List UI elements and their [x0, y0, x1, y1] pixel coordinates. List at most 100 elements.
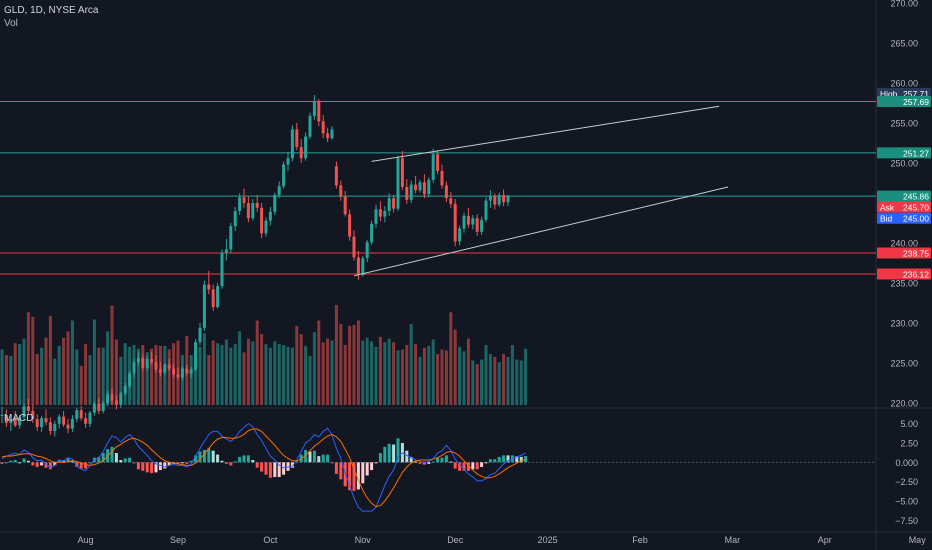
macd-histogram-bar	[462, 462, 466, 471]
candle-body	[114, 400, 118, 405]
volume-bar	[167, 349, 171, 405]
macd-histogram-bar	[101, 453, 105, 463]
price-tick-label: 220.00	[890, 399, 918, 409]
macd-histogram-bar	[264, 462, 268, 475]
macd-histogram-bar	[374, 462, 378, 464]
candle-body	[330, 129, 334, 139]
volume-bar	[405, 345, 409, 405]
price-badge-background	[877, 201, 931, 213]
price-badge-background	[877, 268, 931, 280]
candle-body	[75, 410, 79, 419]
volume-bar	[9, 355, 13, 405]
candle-body	[35, 419, 39, 427]
candle-body	[493, 195, 497, 205]
macd-tick-label: 5.00	[900, 419, 918, 429]
price-axis[interactable]: 270.00 265.00 260.00 255.00 250.00 240.00 235.…	[890, 0, 918, 409]
time-tick-label: Sep	[170, 535, 186, 545]
volume-bar	[387, 338, 391, 405]
candle-body	[224, 249, 228, 253]
volume-bar	[488, 354, 492, 405]
trendline[interactable]	[353, 186, 729, 277]
candle-body	[449, 198, 453, 204]
volume-bar	[268, 347, 272, 405]
horizontal-levels[interactable]	[0, 100, 876, 275]
candle-body	[273, 195, 277, 212]
candle-body	[334, 166, 338, 186]
candle-body	[189, 369, 193, 374]
volume-bar	[154, 345, 158, 405]
volume-bar	[242, 352, 246, 405]
volume-bar	[84, 344, 88, 405]
candle-body	[422, 182, 426, 195]
macd-axis[interactable]: 5.00 2.50 0.000 −2.50 −5.00 −7.50	[895, 419, 918, 526]
price-candles	[0, 95, 510, 437]
volume-bar	[414, 344, 418, 405]
macd-histogram-bar	[308, 451, 312, 463]
macd-histogram-bar	[409, 456, 413, 463]
volume-bar	[163, 345, 167, 405]
time-axis[interactable]: Aug Sep Oct Nov Dec 2025 Feb Mar Apr May	[78, 535, 927, 545]
macd-histogram-bar	[260, 462, 264, 472]
volume-bar	[524, 348, 528, 405]
macd-histogram-bar	[440, 457, 444, 463]
macd-histogram-bar	[497, 456, 501, 463]
trendlines[interactable]	[353, 105, 729, 277]
symbol-title[interactable]: GLD, 1D, NYSE Arca	[4, 5, 99, 16]
macd-histogram-bar	[154, 462, 158, 473]
candle-body	[378, 209, 382, 217]
candle-body	[383, 211, 387, 217]
time-tick-label: Feb	[632, 535, 648, 545]
macd-histogram-bar	[136, 462, 140, 470]
price-tick-label: 225.00	[890, 359, 918, 369]
time-tick-label: Apr	[818, 535, 832, 545]
candle-body	[62, 416, 66, 425]
volume-bar	[246, 338, 250, 405]
candle-body	[387, 198, 391, 211]
volume-bar	[202, 333, 206, 405]
candle-body	[150, 359, 154, 363]
candle-body	[471, 218, 475, 225]
price-badge-background	[877, 95, 931, 107]
price-badge-value: 238.75	[903, 249, 929, 259]
volume-bar	[334, 305, 338, 405]
candle-body	[211, 289, 215, 307]
candle-body	[396, 158, 400, 209]
macd-histogram-bar	[97, 456, 101, 463]
candle-body	[194, 342, 198, 370]
price-badge: 257.69	[877, 95, 931, 107]
macd-label[interactable]: MACD	[4, 413, 34, 424]
price-badge-value: 257.69	[903, 97, 929, 107]
volume-bar	[26, 312, 30, 405]
candle-body	[172, 368, 176, 375]
macd-histogram-bar	[189, 460, 193, 463]
candle-body	[255, 203, 259, 208]
volume-bar	[18, 344, 22, 405]
macd-line	[1, 422, 526, 512]
volume-bar	[114, 339, 118, 405]
macd-histogram-bar	[304, 449, 308, 463]
trendline[interactable]	[371, 105, 720, 162]
macd-histogram-bar	[436, 457, 440, 463]
candle-body	[414, 184, 418, 191]
price-badge: 251.27	[877, 147, 931, 159]
candle-body	[304, 136, 308, 159]
macd-histogram-bar	[198, 451, 202, 463]
volume-bar	[339, 324, 343, 405]
candle-body	[167, 364, 171, 369]
candle-body	[128, 373, 132, 387]
volume-bar	[312, 332, 316, 405]
volume-bar	[519, 360, 523, 405]
volume-bar	[57, 345, 61, 405]
price-badge: 236.12	[877, 268, 931, 280]
candle-body	[70, 419, 74, 429]
macd-histogram-bar	[466, 462, 470, 471]
volume-bar	[106, 331, 110, 405]
macd-histogram-bar	[312, 450, 316, 463]
volume-bar	[286, 346, 290, 405]
candle-body	[246, 203, 250, 219]
candle-body	[400, 158, 404, 187]
candle-body	[185, 368, 189, 374]
macd-histogram-bar	[475, 462, 479, 470]
